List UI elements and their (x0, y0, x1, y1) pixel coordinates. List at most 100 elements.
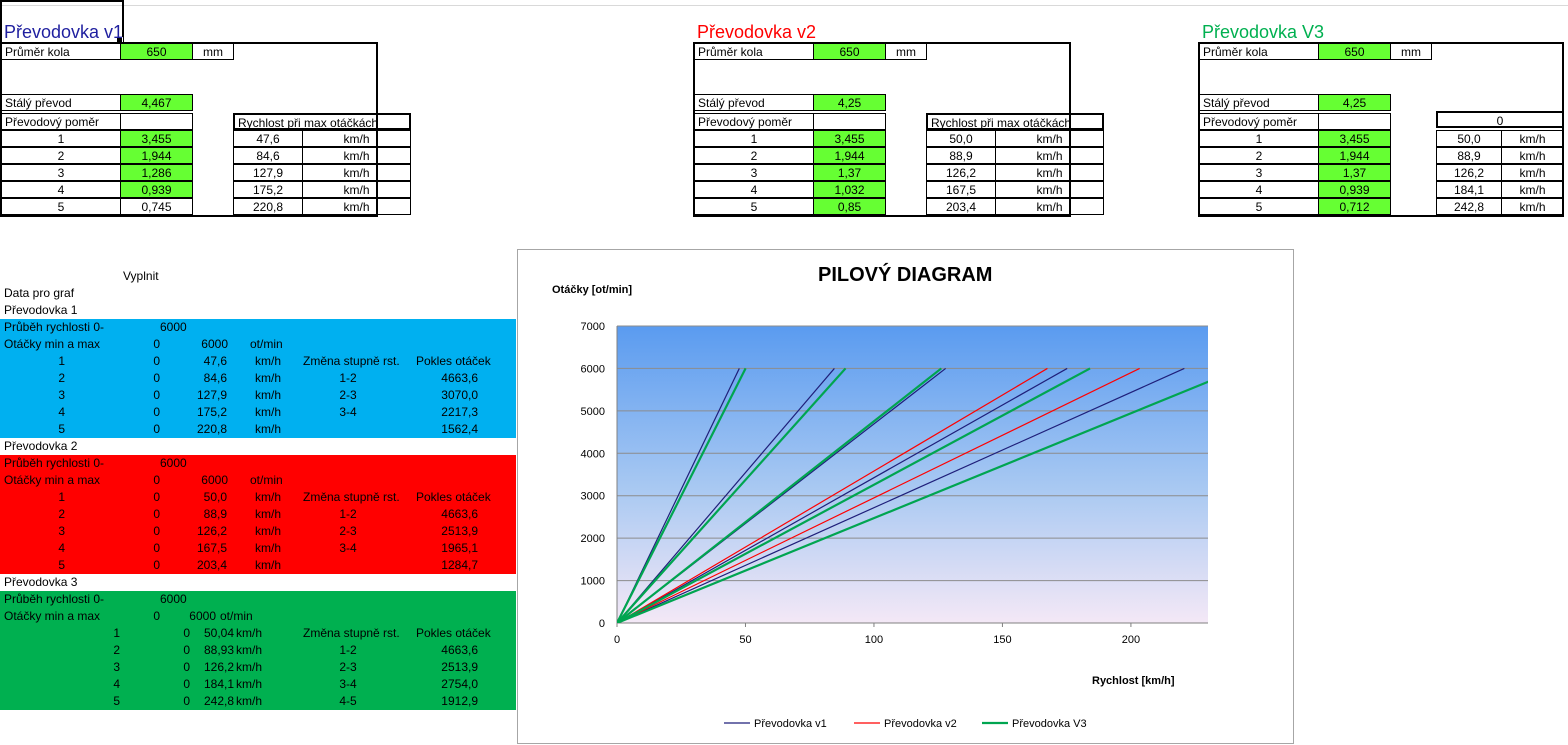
max-speed-value: 126,2 (926, 164, 996, 181)
gear-number: 3 (113, 660, 120, 674)
speed-unit: km/h (236, 677, 263, 691)
rpm-min-value: 0 (153, 558, 160, 572)
wheel-diameter-input[interactable]: 650 (813, 43, 886, 60)
final-drive-input[interactable]: 4,25 (813, 94, 886, 111)
gear-ratio-input[interactable]: 0,939 (120, 181, 193, 198)
speed-range-label: Průběh rychlosti 0- (4, 592, 105, 606)
rpm-label: Otáčky min a max (4, 337, 101, 351)
block-name: Převodovka 1 (4, 303, 78, 317)
block-band (0, 455, 516, 574)
gear-ratio-input[interactable]: 0,85 (813, 198, 886, 215)
speed-unit: km/h (255, 388, 282, 402)
gear-ratio-input[interactable]: 1,286 (120, 164, 193, 181)
gear-ratio-label: Převodový poměr (694, 113, 814, 130)
rpm-drop: 4663,6 (441, 371, 478, 385)
y-tick-label: 3000 (581, 491, 605, 503)
max-speed-value: 50,0 (926, 130, 996, 147)
gear-change: 1-2 (339, 643, 357, 657)
gear-ratio-input[interactable]: 1,944 (1318, 147, 1391, 164)
wheel-diameter-unit: mm (885, 43, 927, 60)
series-line-1-gear-5 (617, 367, 1185, 623)
rpm-min-value: 0 (183, 643, 190, 657)
y-tick-label: 1000 (581, 576, 605, 588)
plot-background (617, 326, 1208, 623)
speed-value: 175,2 (196, 405, 227, 419)
speed-unit: km/h (255, 558, 282, 572)
speed-value: 127,9 (196, 388, 227, 402)
final-drive-label: Stálý převod (694, 94, 814, 111)
wheel-diameter-input[interactable]: 650 (1318, 43, 1391, 60)
speed-unit: km/h (995, 130, 1104, 147)
rpm-min-value: 0 (183, 660, 190, 674)
rpm-drop: 2217,3 (441, 405, 478, 419)
rpm-drop: 1284,7 (441, 558, 478, 572)
gear-change: 3-4 (339, 677, 357, 691)
gear-number: 4 (1, 181, 121, 198)
speed-unit: km/h (255, 354, 282, 368)
gear-ratio-input[interactable]: 3,455 (813, 130, 886, 147)
speed-range-max: 6000 (160, 456, 187, 470)
gear-ratio-input[interactable]: 1,032 (813, 181, 886, 198)
rpm-min-value: 0 (153, 371, 160, 385)
gearbox-title: Převodovka V3 (1202, 22, 1325, 42)
speed-range-max: 6000 (160, 592, 187, 606)
rpm-label: Otáčky min a max (4, 473, 101, 487)
gear-ratio-input[interactable]: 0,745 (120, 198, 193, 215)
gear-number: 3 (1199, 164, 1319, 181)
gear-ratio-input[interactable]: 1,37 (1318, 164, 1391, 181)
rpm-drop: 2513,9 (441, 524, 478, 538)
rpm-drop: 2754,0 (441, 677, 478, 691)
gear-number: 4 (694, 181, 814, 198)
saw-diagram-chart[interactable]: PILOVÝ DIAGRAM Otáčky [ot/min] Rychlost … (517, 249, 1294, 744)
speed-unit: km/h (995, 198, 1104, 215)
gear-ratio-input[interactable]: 1,944 (813, 147, 886, 164)
rpm-drop: 3070,0 (441, 388, 478, 402)
gear-ratio-input[interactable]: 3,455 (1318, 130, 1391, 147)
speed-header: Rychlost při max otáčkách (926, 113, 1104, 130)
gear-number: 1 (694, 130, 814, 147)
speed-value: 88,93 (203, 643, 234, 657)
x-tick-label: 200 (1122, 634, 1140, 646)
gear-ratio-input[interactable]: 1,37 (813, 164, 886, 181)
max-speed-value: 47,6 (233, 130, 303, 147)
speed-value: 203,4 (196, 558, 227, 572)
gear-ratio-label: Převodový poměr (1, 113, 121, 130)
max-speed-value: 242,8 (1436, 198, 1502, 215)
y-tick-label: 4000 (581, 448, 605, 460)
rpm-drop: 4663,6 (441, 507, 478, 521)
gear-number: 3 (58, 524, 65, 538)
rpm-min-value: 0 (183, 626, 190, 640)
gear-ratio-input[interactable]: 1,944 (120, 147, 193, 164)
rpm-unit: ot/min (220, 609, 253, 623)
gear-ratio-input[interactable]: 0,712 (1318, 198, 1391, 215)
speed-unit: km/h (1501, 147, 1564, 164)
gear-ratio-input[interactable]: 0,939 (1318, 181, 1391, 198)
final-drive-input[interactable]: 4,467 (120, 94, 193, 111)
max-speed-value: 127,9 (233, 164, 303, 181)
gear-ratio-input[interactable]: 3,455 (120, 130, 193, 147)
gear-number: 2 (58, 371, 65, 385)
wheel-diameter-unit: mm (1390, 43, 1432, 60)
x-tick-label: 50 (739, 634, 751, 646)
max-speed-value: 88,9 (926, 147, 996, 164)
rpm-drop: 1965,1 (441, 541, 478, 555)
speed-unit: km/h (236, 660, 263, 674)
legend-label: Převodovka v2 (884, 718, 957, 730)
gear-change: 3-4 (339, 541, 357, 555)
rpm-min: 0 (153, 337, 160, 351)
chart-plot-area: 0 1000 2000 3000 4000 5000 6000 7000 0 50 100 150 20… (581, 321, 1208, 730)
wheel-diameter-input[interactable]: 650 (120, 43, 193, 60)
gear-number: 3 (694, 164, 814, 181)
rpm-drop: 1912,9 (441, 694, 478, 708)
x-tick-label: 100 (865, 634, 883, 646)
rpm-min-value: 0 (153, 507, 160, 521)
speed-range-max: 6000 (160, 320, 187, 334)
rpm-drop: 4663,6 (441, 643, 478, 657)
final-drive-label: Stálý převod (1, 94, 121, 111)
final-drive-input[interactable]: 4,25 (1318, 94, 1391, 111)
gear-number: 3 (58, 388, 65, 402)
speed-unit: km/h (236, 643, 263, 657)
rpm-min-value: 0 (153, 405, 160, 419)
y-tick-label: 2000 (581, 533, 605, 545)
speed-header: 0 (1436, 111, 1564, 128)
